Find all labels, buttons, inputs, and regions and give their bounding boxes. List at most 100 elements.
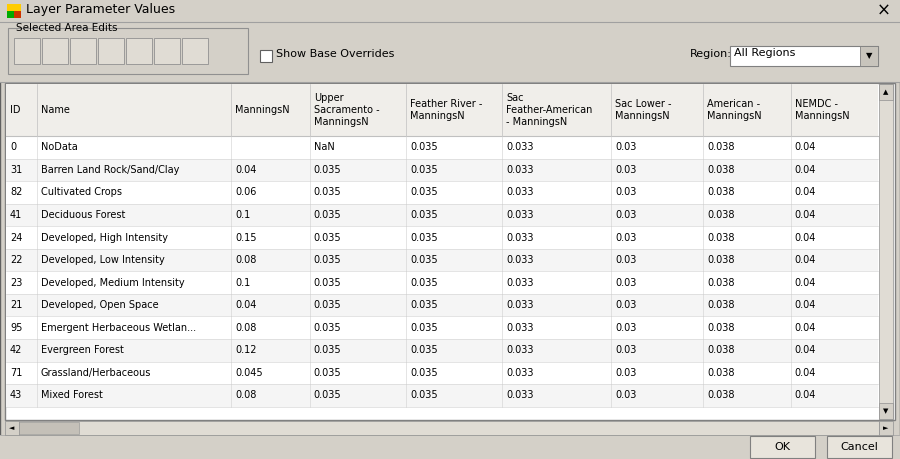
Text: NoData: NoData [40, 142, 77, 152]
Text: 0.03: 0.03 [616, 255, 636, 265]
Text: Sac Lower -
ManningsN: Sac Lower - ManningsN [616, 99, 672, 121]
Text: 0.04: 0.04 [235, 165, 256, 175]
Text: 0.06: 0.06 [235, 187, 256, 197]
Text: Layer Parameter Values: Layer Parameter Values [26, 3, 176, 16]
Text: 0.04: 0.04 [795, 368, 816, 378]
Text: 0.035: 0.035 [410, 300, 437, 310]
Text: Developed, Low Intensity: Developed, Low Intensity [40, 255, 165, 265]
Text: Show Base Overrides: Show Base Overrides [276, 49, 394, 59]
Bar [879, 84, 893, 419]
Text: 0.035: 0.035 [314, 391, 341, 400]
Text: 0.038: 0.038 [707, 165, 734, 175]
Bar [6, 384, 878, 407]
Bar [730, 46, 878, 66]
Text: 0.033: 0.033 [506, 345, 534, 355]
Bar [182, 38, 208, 64]
Text: 0.035: 0.035 [410, 323, 437, 333]
Bar [0, 435, 900, 459]
Text: ▼: ▼ [866, 51, 872, 61]
Text: Evergreen Forest: Evergreen Forest [40, 345, 123, 355]
Text: OK: OK [775, 442, 790, 452]
Text: 0.033: 0.033 [506, 323, 534, 333]
Text: Cultivated Crops: Cultivated Crops [40, 187, 122, 197]
Text: 95: 95 [10, 323, 22, 333]
Text: 0.035: 0.035 [314, 300, 341, 310]
Bar [827, 436, 892, 458]
Text: 21: 21 [10, 300, 22, 310]
Bar [6, 249, 878, 271]
Bar [6, 158, 878, 181]
Text: 0.035: 0.035 [314, 278, 341, 288]
Text: 0.035: 0.035 [314, 187, 341, 197]
Bar [98, 38, 124, 64]
Bar [879, 403, 893, 419]
Text: 0: 0 [10, 142, 16, 152]
Bar [6, 136, 878, 158]
Text: 0.035: 0.035 [410, 278, 437, 288]
Text: 22: 22 [10, 255, 22, 265]
Bar [879, 421, 893, 435]
Text: 0.038: 0.038 [707, 278, 734, 288]
Text: 0.03: 0.03 [616, 165, 636, 175]
Text: 0.12: 0.12 [235, 345, 256, 355]
Text: All Regions: All Regions [734, 48, 796, 58]
Bar [8, 28, 248, 74]
Bar [5, 83, 895, 420]
Text: 0.035: 0.035 [410, 165, 437, 175]
Text: Cancel: Cancel [841, 442, 878, 452]
Bar [7, 4, 21, 11]
Text: 0.035: 0.035 [410, 255, 437, 265]
Text: Grassland/Herbaceous: Grassland/Herbaceous [40, 368, 151, 378]
Text: Region:: Region: [690, 49, 732, 59]
Bar [6, 226, 878, 249]
Bar [19, 422, 79, 434]
Text: 0.035: 0.035 [410, 345, 437, 355]
Text: 0.03: 0.03 [616, 345, 636, 355]
Text: 0.038: 0.038 [707, 300, 734, 310]
Text: 0.03: 0.03 [616, 368, 636, 378]
Text: Barren Land Rock/Sand/Clay: Barren Land Rock/Sand/Clay [40, 165, 179, 175]
Text: 0.038: 0.038 [707, 345, 734, 355]
Text: Feather River -
ManningsN: Feather River - ManningsN [410, 99, 482, 121]
Bar [126, 38, 152, 64]
Text: 41: 41 [10, 210, 22, 220]
Text: 0.033: 0.033 [506, 391, 534, 400]
Text: NEMDC -
ManningsN: NEMDC - ManningsN [795, 99, 850, 121]
Text: 31: 31 [10, 165, 22, 175]
Text: 0.035: 0.035 [410, 368, 437, 378]
Text: 0.035: 0.035 [410, 233, 437, 242]
Text: 0.04: 0.04 [795, 323, 816, 333]
Text: 0.08: 0.08 [235, 323, 256, 333]
Bar [6, 339, 878, 362]
Text: 0.035: 0.035 [314, 323, 341, 333]
Bar [750, 436, 815, 458]
Text: Selected Area Edits: Selected Area Edits [16, 23, 118, 33]
Text: 0.04: 0.04 [795, 300, 816, 310]
Text: ▲: ▲ [883, 89, 888, 95]
Text: 43: 43 [10, 391, 22, 400]
Text: 0.033: 0.033 [506, 165, 534, 175]
Text: 24: 24 [10, 233, 22, 242]
Text: ▼: ▼ [883, 408, 888, 414]
Text: NaN: NaN [314, 142, 335, 152]
Text: 0.033: 0.033 [506, 187, 534, 197]
Text: 0.035: 0.035 [314, 210, 341, 220]
Text: 0.033: 0.033 [506, 233, 534, 242]
Text: 0.038: 0.038 [707, 233, 734, 242]
Text: 0.03: 0.03 [616, 233, 636, 242]
Text: 0.033: 0.033 [506, 255, 534, 265]
Text: 0.035: 0.035 [410, 187, 437, 197]
Bar [154, 38, 180, 64]
Text: 0.03: 0.03 [616, 323, 636, 333]
Text: ►: ► [883, 425, 888, 431]
Text: 0.038: 0.038 [707, 187, 734, 197]
Bar [6, 84, 878, 136]
Bar [5, 421, 19, 435]
Text: 0.03: 0.03 [616, 187, 636, 197]
Bar [42, 38, 68, 64]
Text: Deciduous Forest: Deciduous Forest [40, 210, 125, 220]
Text: 0.035: 0.035 [314, 233, 341, 242]
Bar [260, 50, 272, 62]
Text: 0.1: 0.1 [235, 278, 250, 288]
Text: ID: ID [10, 105, 21, 115]
